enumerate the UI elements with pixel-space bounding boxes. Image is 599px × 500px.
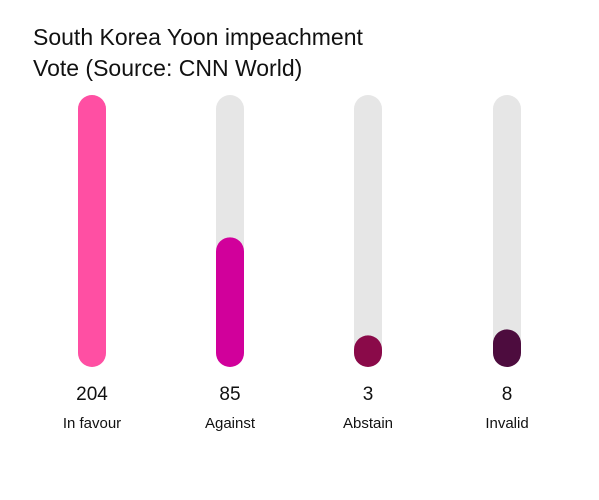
- bar-abstain: [354, 335, 382, 367]
- category-label-against: Against: [205, 415, 256, 432]
- value-label-abstain: 3: [363, 384, 374, 405]
- value-label-against: 85: [219, 384, 240, 405]
- value-label-in-favour: 204: [76, 384, 108, 405]
- category-label-in-favour: In favour: [63, 415, 121, 432]
- bar-invalid: [493, 329, 521, 367]
- bar-in-favour: [78, 95, 106, 367]
- bar-track-abstain: [354, 95, 382, 367]
- bar-track-invalid: [493, 95, 521, 367]
- chart-title-line-2: Vote (Source: CNN World): [33, 55, 303, 81]
- category-label-abstain: Abstain: [343, 415, 393, 432]
- chart-title-line-1: South Korea Yoon impeachment: [33, 24, 363, 50]
- chart-title: South Korea Yoon impeachment Vote (Sourc…: [33, 22, 453, 84]
- category-label-invalid: Invalid: [485, 415, 528, 432]
- bar-against: [216, 237, 244, 367]
- value-label-invalid: 8: [502, 384, 513, 405]
